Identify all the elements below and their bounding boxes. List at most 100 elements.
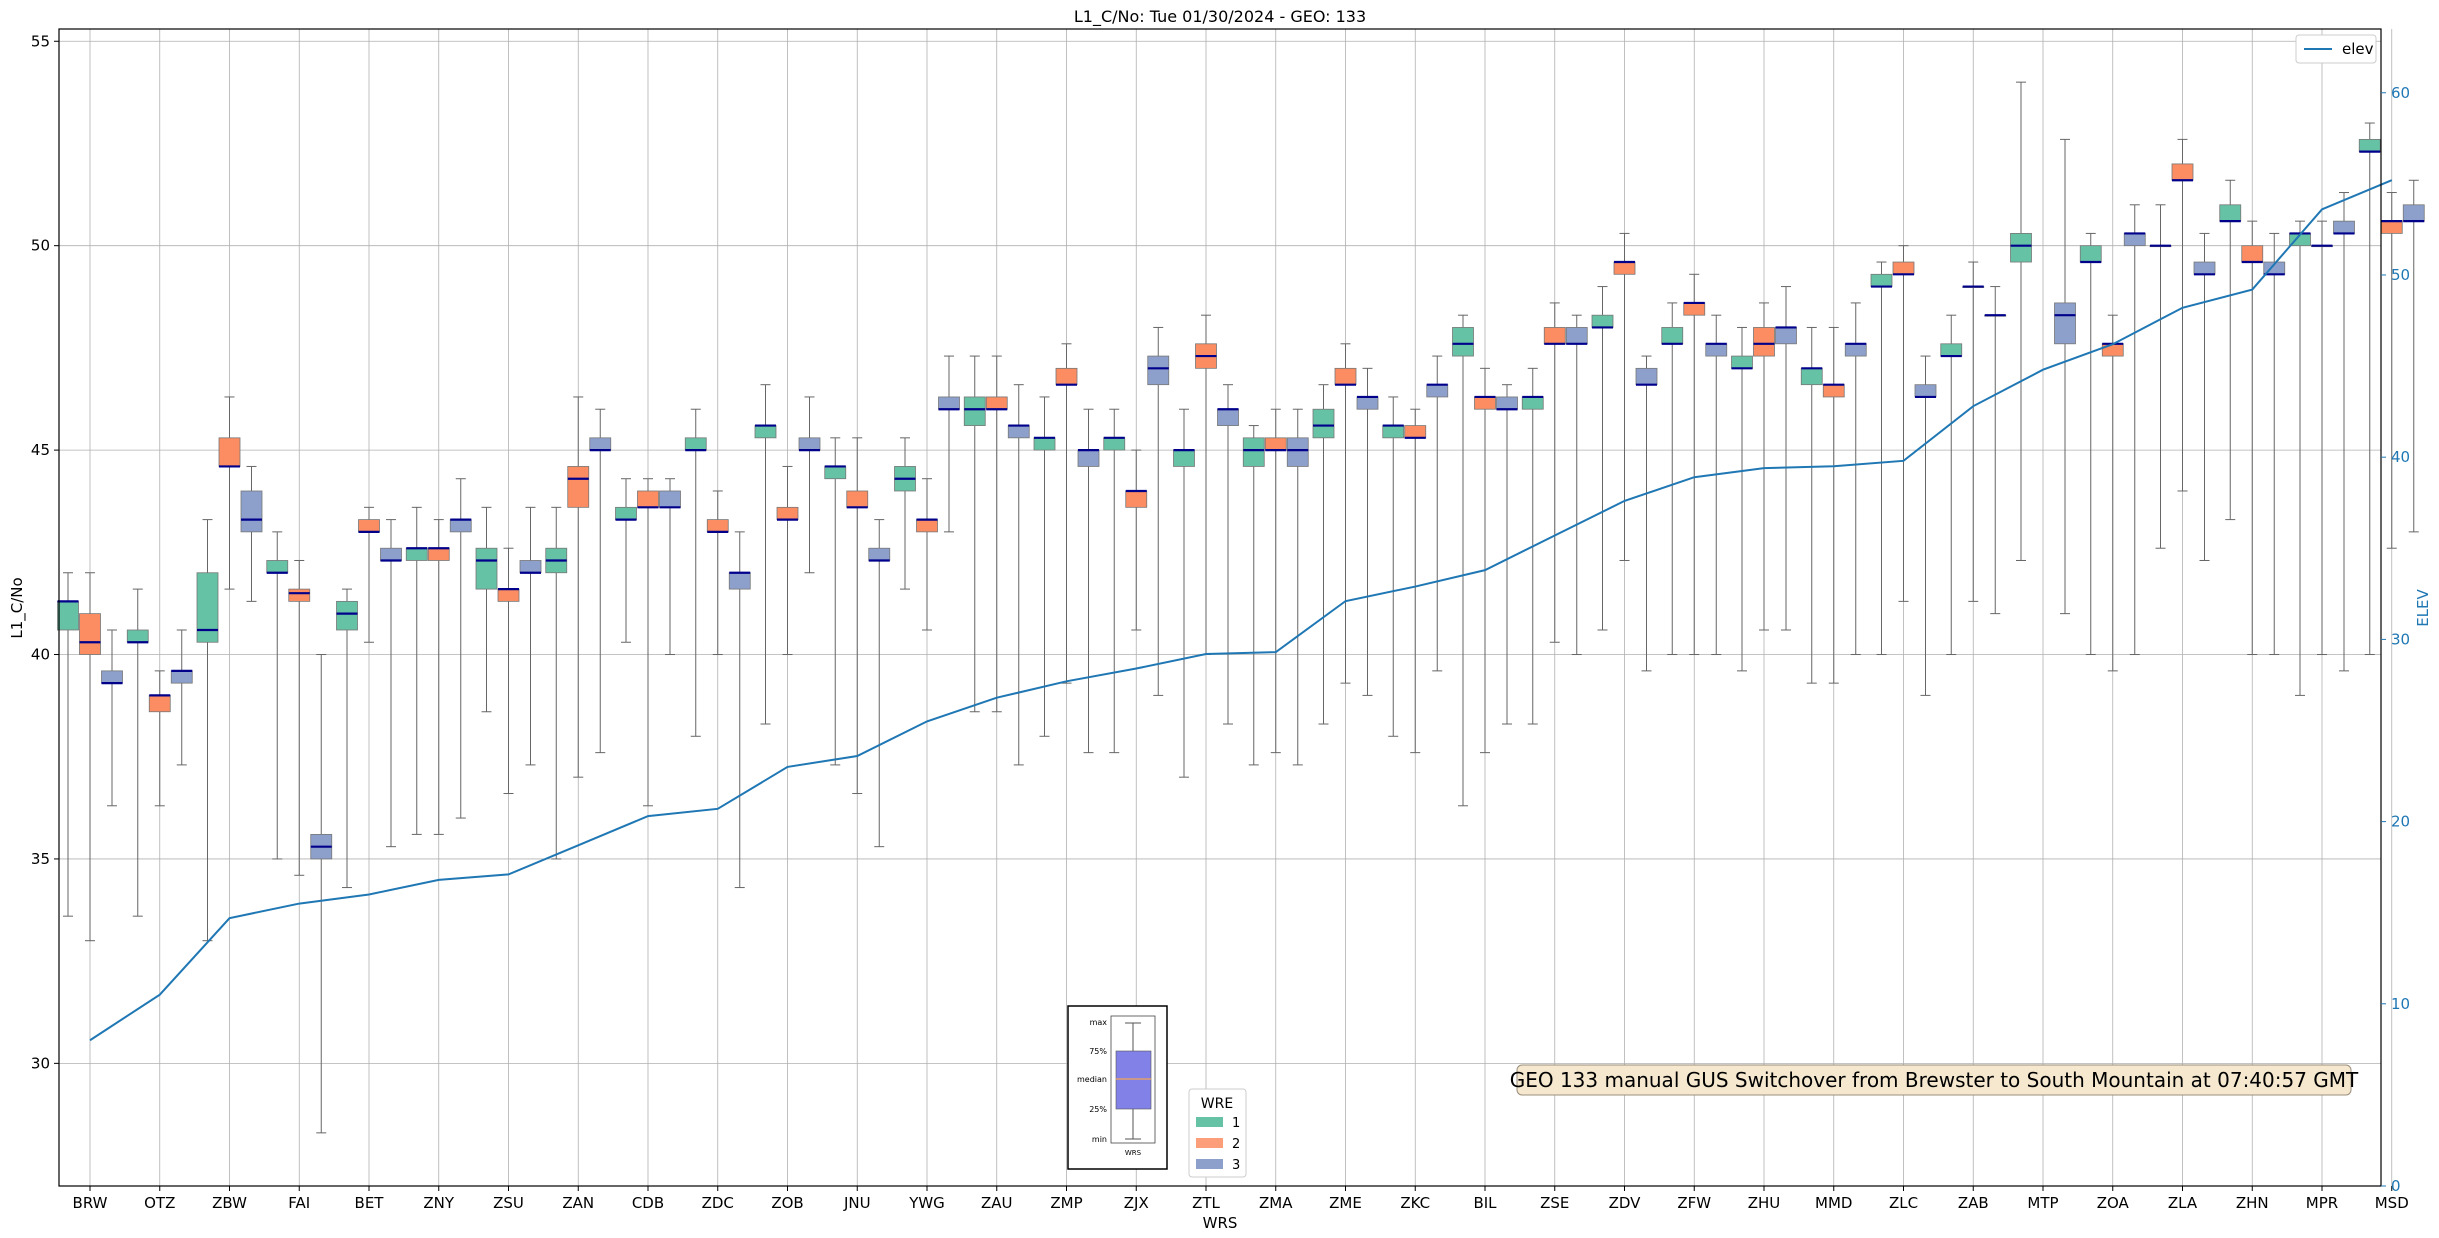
iqr-box [615,506,637,521]
iqr-box [2123,233,2146,247]
box-ZTL-wre3 [1217,384,1239,725]
box-FAI-wre2 [288,559,311,876]
iqr-box [824,466,847,480]
iqr-box [1077,449,1100,467]
iqr-box [336,600,358,631]
box-ZME-wre2 [1334,343,1357,684]
iqr-box [2054,302,2076,345]
iqr-box [1870,273,1893,287]
iqr-box [266,560,289,574]
iqr-box [427,547,450,561]
iqr-box [1914,384,1937,398]
annotation-text: GEO 133 manual GUS Switchover from Brews… [1510,1068,2359,1092]
box-ZHN-wre2 [2241,220,2264,656]
box-ZDC-wre2 [706,490,729,656]
iqr-box [1173,449,1195,467]
box-ZNY-wre3 [449,478,472,819]
iqr-box [846,490,869,508]
x-axis: BRW OTZ ZBW FAI BET ZNY ZSU ZAN CDB ZDC ZOB JNU YWG Z… [73,1186,2409,1212]
box-MMD-wre2 [1822,326,1845,684]
box-ZAU-wre3 [1007,384,1030,766]
switchover-annotation: GEO 133 manual GUS Switchover from Brews… [1510,1064,2359,1096]
box-JNU-wre1 [824,437,847,766]
elev-line [89,179,2393,1042]
iqr-box [1264,437,1287,451]
box-ZNY-wre1 [405,506,428,835]
elev-legend-label: elev [2342,40,2374,58]
box-BIL-wre2 [1474,367,1496,754]
box-YWG-wre2 [916,478,938,631]
x-tick-label: MSD [2375,1194,2409,1212]
iqr-box [1844,343,1867,357]
y-tick-label: 45 [31,441,50,459]
iqr-box [1286,437,1309,467]
box-ZLA-wre3 [2193,232,2216,561]
iqr-box [1356,396,1379,410]
box-ZNY-wre2 [427,519,450,835]
box-ZKC-wre2 [1404,408,1427,754]
boxplot-key-inset: max 75% median 25% min WRS [1067,1005,1168,1170]
iqr-box [916,519,938,533]
iqr-box [1055,367,1078,386]
iqr-box [1103,437,1126,451]
box-ZLA-wre1 [2149,204,2172,549]
box-ZME-wre3 [1356,367,1379,696]
box-JNU-wre2 [846,437,869,795]
box-BET-wre1 [336,588,358,889]
iqr-box [2101,343,2124,357]
box-ZDC-wre3 [728,531,751,889]
box-ZOB-wre2 [776,465,799,656]
box-ZKC-wre1 [1382,396,1405,737]
box-ZSE-wre1 [1521,367,1544,725]
iqr-box [2171,163,2194,181]
box-ZAU-wre2 [985,355,1008,713]
iqr-box [170,670,193,684]
box-ZDV-wre1 [1591,286,1614,631]
y2-tick-label: 0 [2391,1177,2401,1195]
box-ZMA-wre2 [1264,408,1287,754]
box-ZMA-wre1 [1242,425,1265,766]
box-ZSU-wre1 [475,506,498,713]
y2-tick-label: 30 [2391,630,2410,648]
box-ZHU-wre3 [1775,286,1797,631]
iqr-box [1753,327,1775,357]
x-tick-label: MTP [2027,1194,2058,1212]
key-label-max: max [1090,1018,1108,1027]
key-label-min: min [1092,1135,1107,1144]
box-ZMP-wre1 [1033,396,1056,737]
x-tick-label: ZDV [1609,1194,1642,1212]
iqr-box [1496,396,1518,410]
x-tick-label: YWG [908,1194,945,1212]
box-plots [57,81,2425,1134]
iqr-box [1474,396,1496,410]
y2-tick-label: 20 [2391,813,2410,831]
iqr-box [1382,425,1405,439]
iqr-box [659,490,681,508]
box-CDB-wre2 [637,478,659,807]
x-tick-label: ZSE [1540,1194,1569,1212]
iqr-box [1426,384,1449,398]
iqr-box [449,519,472,533]
x-tick-label: ZJX [1124,1194,1149,1212]
box-ZOA-wre1 [2079,232,2102,656]
box-ZFW-wre2 [1683,273,1706,656]
iqr-box [1822,384,1845,398]
box-ZBW-wre1 [196,519,219,942]
x-tick-label: ZME [1329,1194,1362,1212]
box-MPR-wre2 [2311,220,2333,656]
iqr-box [1033,437,1056,451]
iqr-box [1635,367,1658,386]
iqr-box [2333,220,2355,234]
box-CDB-wre3 [659,478,681,656]
box-ZOA-wre3 [2123,204,2146,656]
box-ZSE-wre2 [1543,302,1566,643]
iqr-box [754,425,777,439]
x-tick-label: OTZ [144,1194,175,1212]
iqr-box [240,490,263,533]
box-ZBW-wre3 [240,465,263,602]
iqr-box [776,506,799,521]
iqr-box [2358,138,2381,153]
x-tick-label: MPR [2306,1194,2338,1212]
iqr-box [218,437,241,467]
